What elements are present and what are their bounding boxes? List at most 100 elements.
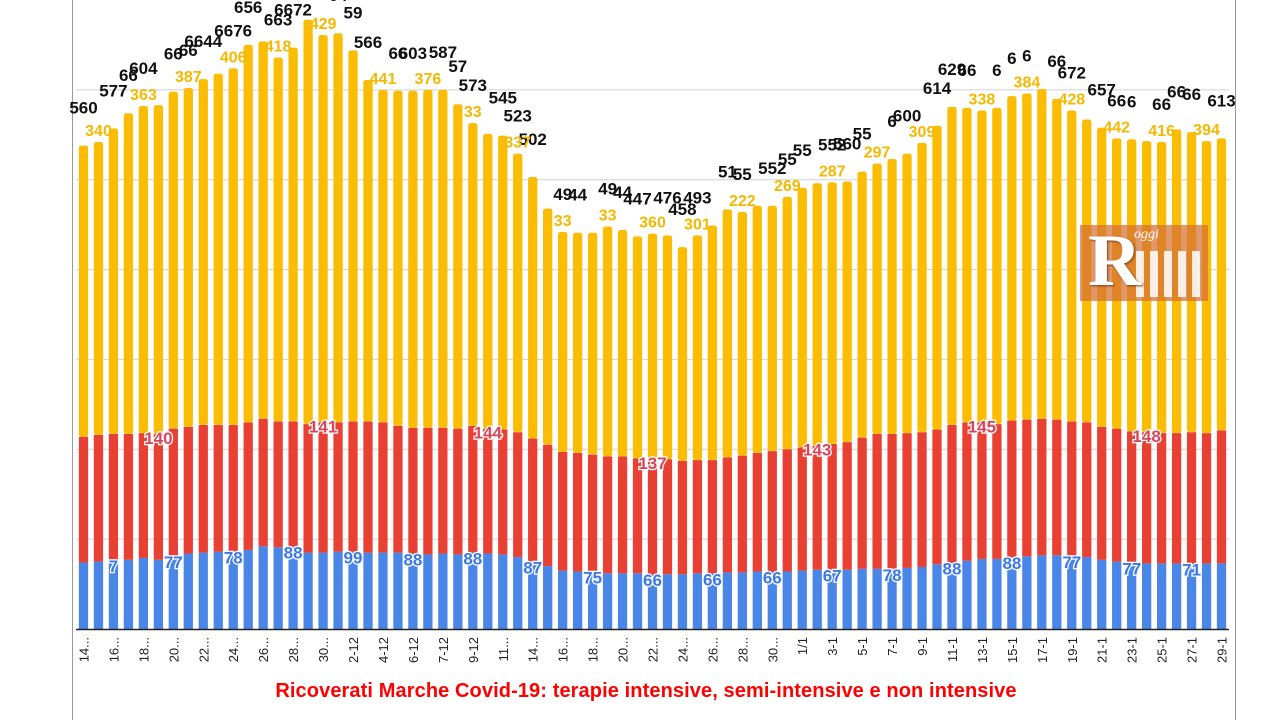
bar-semi-intensive bbox=[543, 444, 553, 567]
bar-intensive bbox=[1216, 563, 1227, 629]
bar-semi-intensive bbox=[812, 445, 822, 570]
bar-intensive bbox=[992, 558, 1002, 629]
logo-subtext: oggi bbox=[1134, 227, 1159, 242]
bar-intensive bbox=[1127, 562, 1137, 629]
bar-semi-intensive bbox=[962, 422, 972, 561]
bar-semi-intensive bbox=[1082, 422, 1092, 558]
bar-non-intensive bbox=[827, 182, 837, 444]
bar-non-intensive bbox=[887, 159, 897, 435]
bar-semi-intensive bbox=[692, 460, 703, 574]
bar-semi-intensive bbox=[363, 421, 373, 553]
bar-non-intensive bbox=[183, 88, 193, 427]
x-tick-label: 18... bbox=[586, 637, 601, 662]
x-tick-label: 27-1 bbox=[1185, 637, 1200, 663]
total-value-label: 604 bbox=[129, 59, 158, 78]
bar-intensive bbox=[887, 568, 897, 629]
bar-intensive bbox=[318, 552, 328, 629]
bar-non-intensive bbox=[992, 107, 1002, 425]
watermark-logo: R oggi bbox=[1080, 220, 1208, 302]
x-tick-label: 4-12 bbox=[376, 637, 391, 663]
bar-non-intensive bbox=[273, 57, 283, 422]
x-tick-label: 9-12 bbox=[466, 637, 481, 663]
bar-non-intensive bbox=[932, 125, 942, 430]
x-tick-label: 19-1 bbox=[1065, 637, 1080, 663]
bar-semi-intensive bbox=[138, 433, 149, 559]
intensive-value-label: 88 bbox=[943, 560, 962, 579]
x-tick-label: 14... bbox=[77, 637, 92, 662]
total-value-label: 6 bbox=[887, 112, 896, 131]
bar-semi-intensive bbox=[393, 425, 403, 553]
bar-non-intensive bbox=[408, 90, 418, 428]
bar-intensive bbox=[797, 570, 807, 629]
bar-non-intensive bbox=[1067, 110, 1077, 422]
bar-non-intensive bbox=[632, 236, 643, 459]
bar-intensive bbox=[1022, 556, 1032, 629]
bar-non-intensive bbox=[198, 79, 208, 426]
x-tick-label: 22... bbox=[196, 637, 211, 662]
intensive-value-label: 78 bbox=[224, 549, 243, 568]
bar-non-intensive bbox=[617, 230, 628, 457]
bar-non-intensive bbox=[737, 212, 747, 456]
bar-semi-intensive bbox=[992, 424, 1002, 559]
non-intensive-value-label: 301 bbox=[684, 216, 711, 233]
bar-semi-intensive bbox=[528, 438, 538, 562]
bar-semi-intensive bbox=[453, 428, 463, 555]
bar-non-intensive bbox=[1022, 93, 1032, 420]
total-value-label: 6676 bbox=[214, 21, 252, 40]
bar-semi-intensive bbox=[737, 455, 747, 573]
total-value-label: 476 bbox=[653, 188, 681, 207]
bar-semi-intensive bbox=[168, 428, 178, 557]
bar-intensive bbox=[543, 566, 553, 629]
bar-non-intensive bbox=[333, 33, 343, 423]
total-value-label: 55 bbox=[793, 141, 812, 160]
bar-intensive bbox=[737, 572, 747, 629]
bar-semi-intensive bbox=[273, 421, 283, 548]
x-tick-label: 16... bbox=[556, 637, 571, 662]
intensive-value-label: 75 bbox=[583, 569, 602, 588]
bar-non-intensive bbox=[453, 104, 463, 429]
bar-intensive bbox=[872, 568, 882, 629]
non-intensive-value-label: 442 bbox=[1103, 119, 1130, 136]
x-tick-label: 24... bbox=[675, 637, 690, 662]
total-value-label: 66 bbox=[388, 44, 407, 63]
total-value-label: 577 bbox=[99, 82, 127, 101]
bar-semi-intensive bbox=[303, 424, 313, 553]
x-tick-label: 21-1 bbox=[1095, 637, 1110, 663]
bar-non-intensive bbox=[138, 106, 149, 434]
bar-intensive bbox=[408, 553, 418, 629]
bar-intensive bbox=[438, 553, 448, 629]
bar-non-intensive bbox=[363, 79, 373, 422]
bar-non-intensive bbox=[468, 123, 478, 426]
bar-semi-intensive bbox=[378, 422, 388, 553]
bar-intensive bbox=[558, 570, 568, 629]
bar-semi-intensive bbox=[1022, 419, 1032, 557]
bar-non-intensive bbox=[902, 153, 912, 434]
total-value-label: 6 bbox=[992, 61, 1001, 80]
bar-intensive bbox=[228, 551, 238, 629]
bar-non-intensive bbox=[258, 41, 268, 419]
bar-semi-intensive bbox=[1037, 418, 1047, 556]
bar-semi-intensive bbox=[438, 427, 448, 554]
intensive-value-label: 87 bbox=[523, 559, 542, 578]
non-intensive-value-label: 384 bbox=[1014, 75, 1041, 92]
bar-non-intensive bbox=[438, 89, 448, 428]
bar-intensive bbox=[692, 573, 703, 629]
x-tick-labels: 14... 16... 18... 20... 22... 24... 26... 28...… bbox=[77, 637, 1230, 663]
bar-intensive bbox=[587, 571, 598, 629]
semi-intensive-value-label: 143 bbox=[803, 441, 831, 460]
bar-intensive bbox=[1082, 557, 1092, 629]
x-tick-label: 11... bbox=[496, 637, 511, 661]
total-value-label: 6 bbox=[1007, 49, 1016, 68]
bar-intensive bbox=[258, 546, 268, 629]
total-value-label-group: 5605776660466666644667665666366726506459… bbox=[69, 0, 1235, 219]
intensive-value-label: 78 bbox=[883, 566, 902, 585]
non-intensive-value-label: 33 bbox=[464, 104, 482, 121]
bar-intensive bbox=[857, 568, 867, 629]
non-intensive-value-label: 337 bbox=[504, 135, 531, 152]
total-value-label: 545 bbox=[489, 89, 517, 108]
x-tick-label: 18... bbox=[136, 637, 151, 662]
x-tick-label: 26... bbox=[256, 637, 271, 662]
bar-semi-intensive bbox=[797, 447, 807, 571]
bar-non-intensive bbox=[93, 141, 104, 435]
bar-semi-intensive bbox=[258, 418, 268, 547]
